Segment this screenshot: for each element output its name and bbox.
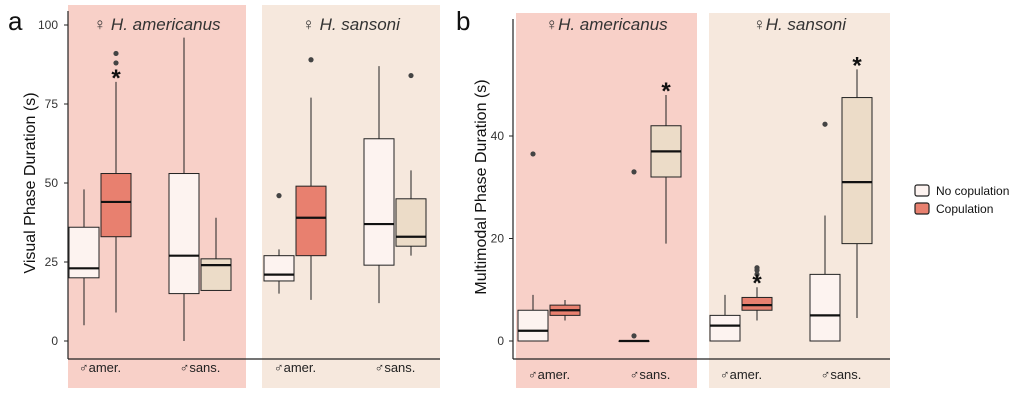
outlier-point [631,333,637,339]
group-title: ♀H. sansoni [753,15,847,34]
panel-b: 0 20 40 b Multimodal Phase Duration (s) ♀H. a… [456,6,890,388]
category-label: ♂amer. [528,367,570,382]
category-label: ♂amer. [79,360,121,375]
outlier-point [113,50,119,57]
outlier-point [308,57,314,63]
significance-marker: * [752,270,762,297]
y-tick-label: 40 [491,129,505,143]
box-no-copulation [363,66,395,304]
box-copulation: * [100,50,132,313]
group-title: ♀ H. americanus [93,15,221,34]
group-background-1 [68,5,246,388]
legend-label-copulation: Copulation [936,202,993,216]
legend-label-no-copulation: No copulation [936,184,1009,198]
legend-swatch-no-copulation [914,184,930,197]
box-no-copulation [263,193,295,294]
box-iqr [741,296,773,311]
outlier-point [276,193,282,199]
box-iqr [168,173,200,295]
box-no-copulation [168,37,200,341]
category-label: ♂amer. [720,367,762,382]
legend: No copulation Copulation [914,184,1009,216]
category-label: ♂sans. [821,367,862,382]
box-iqr [395,198,427,247]
category-label: ♂sans. [375,360,416,375]
y-tick-label: 0 [497,334,504,348]
y-tick-label: 25 [45,255,59,269]
outlier-point [754,265,760,271]
box-iqr [200,258,232,291]
group-title: ♀H. americanus [545,15,668,34]
box-iqr [517,309,549,342]
category-label: ♂sans. [630,367,671,382]
box-iqr [100,173,132,238]
box-iqr [68,226,100,279]
category-label: ♂amer. [274,360,316,375]
box-iqr [841,97,873,245]
significance-marker: * [661,78,671,105]
box-iqr [295,185,327,257]
y-axis-title: Visual Phase Duration (s) [22,92,39,273]
box-no-copulation [517,151,549,342]
panel-a: 0 25 50 75 100 a Visual Phase Duration (s) ♀ H.… [8,5,440,388]
box-copulation: * [741,265,773,321]
y-tick-label: 20 [491,232,505,246]
box-copulation [395,72,427,256]
panel-label: b [456,6,470,36]
box-no-copulation [68,189,100,326]
outlier-point [113,60,119,66]
group-background-2 [262,5,440,388]
category-label: ♂sans. [180,360,221,375]
box-iqr [809,273,841,342]
outlier-point [822,121,828,127]
box-no-copulation [709,294,741,342]
legend-swatch-copulation [914,202,930,215]
box-copulation: * [841,52,873,318]
outlier-point [754,271,760,277]
significance-marker: * [111,65,121,92]
box-copulation [549,300,581,321]
box-no-copulation [809,121,841,342]
box-iqr [363,138,395,266]
panel-label: a [8,6,23,36]
y-tick-label: 75 [45,97,59,111]
outlier-point [408,72,414,79]
outlier-point [631,169,637,175]
group-title: ♀ H. sansoni [302,15,401,34]
y-tick-label: 100 [38,18,58,32]
box-iqr [263,255,295,282]
y-axis-title: Multimodal Phase Duration (s) [473,79,490,294]
significance-marker: * [852,52,862,79]
box-copulation: * [650,78,682,244]
y-tick-label: 50 [45,176,59,190]
outlier-point [530,151,536,157]
box-iqr [709,314,741,342]
box-copulation [200,217,232,291]
box-no-copulation [618,169,650,343]
y-tick-label: 0 [51,334,58,348]
box-copulation [295,57,327,300]
